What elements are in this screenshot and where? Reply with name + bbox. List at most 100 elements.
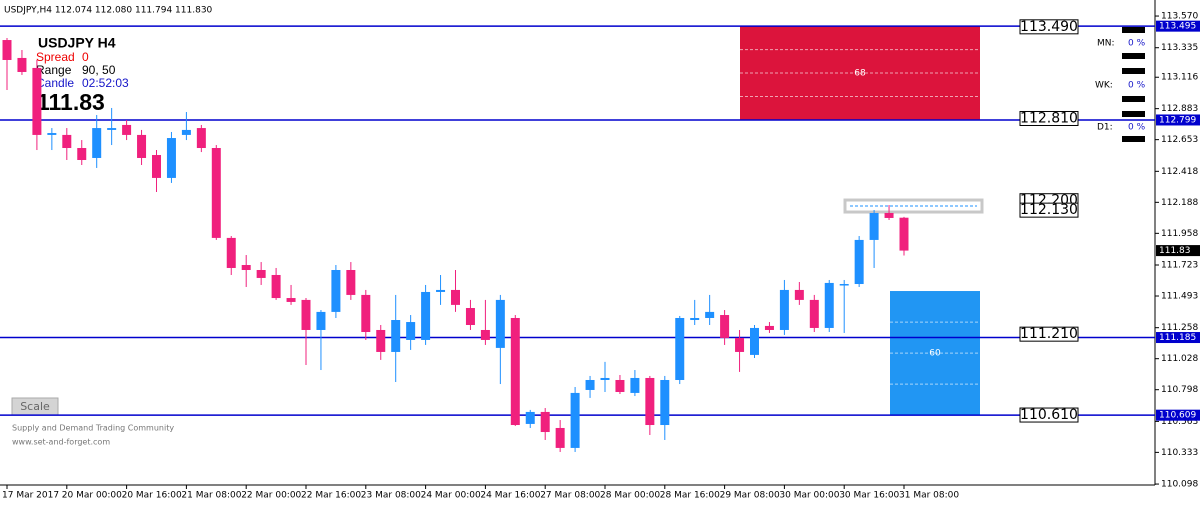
candle-body xyxy=(361,294,371,333)
x-tick-label: 30 Mar 16:00 xyxy=(839,491,899,501)
strength-bar xyxy=(1122,136,1145,142)
x-tick-label: 22 Mar 16:00 xyxy=(301,491,361,501)
candle-body xyxy=(107,128,117,130)
x-tick-label: 24 Mar 00:00 xyxy=(421,491,481,501)
footer-text: Supply and Demand Trading Community xyxy=(12,424,174,433)
price-label-box xyxy=(1019,202,1079,218)
y-tick-label: 112.883 xyxy=(1161,104,1198,114)
candle-body xyxy=(211,148,221,238)
y-tick-label: 111.958 xyxy=(1161,229,1198,239)
candle-body xyxy=(92,128,102,158)
price-label-box xyxy=(1019,19,1079,35)
level-tag xyxy=(1156,20,1200,32)
info-range: 90, 50 xyxy=(82,63,116,77)
price-label: 110.610 xyxy=(1020,407,1078,423)
price-label-box xyxy=(1019,326,1079,342)
info-spread-label: Spread xyxy=(36,50,75,64)
x-tick-label: 20 Mar 16:00 xyxy=(122,491,182,501)
strength-bar xyxy=(1122,68,1145,74)
candle-body xyxy=(2,40,12,60)
x-tick-label: 27 Mar 08:00 xyxy=(540,491,600,501)
zone xyxy=(843,198,984,214)
candle-body xyxy=(540,411,550,433)
zone-layer: 68 60 xyxy=(740,26,984,416)
y-tick-label: 112.653 xyxy=(1161,135,1198,145)
level-tag-label: 110.609 xyxy=(1159,411,1196,421)
candle-body xyxy=(750,327,759,355)
price-label: 112.810 xyxy=(1020,110,1078,126)
footer-text: www.set-and-forget.com xyxy=(12,438,110,447)
candle-body xyxy=(286,298,296,302)
candle-body xyxy=(839,284,849,286)
info-candle-label: Candle xyxy=(36,76,74,90)
y-tick-label: 110.333 xyxy=(1161,448,1198,458)
y-tick-label: 111.493 xyxy=(1161,292,1198,302)
chart-header: USDJPY,H4 112.074 112.080 111.794 111.83… xyxy=(4,6,213,16)
candle-body xyxy=(451,289,460,305)
strength-name: WK: xyxy=(1095,81,1113,91)
y-tick-label: 113.570 xyxy=(1161,12,1198,22)
x-tick-label: 24 Mar 16:00 xyxy=(480,491,540,501)
candle-body xyxy=(226,237,236,268)
scale-button-label[interactable]: Scale xyxy=(20,400,50,413)
candle-body xyxy=(899,217,909,251)
strength-bar xyxy=(1122,27,1145,33)
x-tick-label: 31 Mar 08:00 xyxy=(899,491,959,501)
x-tick-label: 30 Mar 00:00 xyxy=(779,491,839,501)
level-tag xyxy=(1156,332,1200,344)
candle-body xyxy=(809,299,819,328)
strength-value: 0 % xyxy=(1128,81,1146,91)
y-tick-label: 111.258 xyxy=(1161,323,1198,333)
candle-body xyxy=(166,138,176,178)
candle-body xyxy=(705,311,715,318)
candle-body xyxy=(480,329,490,340)
strength-panel: MN: 0 % WK: 0 % D1: 0 % xyxy=(1095,27,1146,142)
price-label-box xyxy=(1019,407,1079,423)
candle-body xyxy=(570,392,580,448)
level-tag-label: 113.495 xyxy=(1159,22,1196,32)
candle-body xyxy=(615,379,625,392)
candle-body xyxy=(436,289,446,292)
current-price-tag xyxy=(1156,245,1200,257)
x-tick-label: 20 Mar 00:00 xyxy=(62,491,122,501)
scale-button[interactable]: Scale xyxy=(11,397,59,416)
candle-body xyxy=(600,377,610,380)
y-tick-label: 110.098 xyxy=(1161,480,1198,490)
candle-body xyxy=(271,274,281,299)
candle-body xyxy=(824,282,834,328)
candle-body xyxy=(137,134,147,158)
y-tick-label: 113.335 xyxy=(1161,43,1198,53)
y-tick-label: 112.188 xyxy=(1161,198,1198,208)
candle-body xyxy=(525,411,535,424)
candle-body xyxy=(510,317,520,426)
candle-body xyxy=(391,320,401,352)
price-label: 112.130 xyxy=(1020,202,1078,218)
candle-body xyxy=(346,269,356,295)
current-price-label: 111.83 xyxy=(1159,246,1191,256)
candle-body xyxy=(779,289,789,330)
candle-body xyxy=(764,325,774,330)
info-price: 111.83 xyxy=(37,89,105,115)
info-range-label: Range xyxy=(36,63,72,77)
candle-body xyxy=(376,329,386,352)
x-tick-label: 28 Mar 00:00 xyxy=(600,491,660,501)
candle-body xyxy=(735,337,745,352)
candle-body xyxy=(17,57,27,72)
candle-body xyxy=(465,308,475,325)
strength-value: 0 % xyxy=(1128,123,1146,133)
y-tick-label: 112.418 xyxy=(1161,167,1198,177)
y-tick-label: 113.116 xyxy=(1161,73,1198,83)
candle-body xyxy=(675,317,685,380)
candle-body xyxy=(181,129,191,135)
candle-body xyxy=(47,133,57,135)
candle-body xyxy=(495,299,505,348)
candle-body xyxy=(794,289,804,300)
candle-body xyxy=(241,265,251,270)
candle-body xyxy=(690,317,700,321)
candle-body xyxy=(152,155,161,178)
candle-body xyxy=(630,377,640,393)
candle-body xyxy=(331,269,341,312)
candle-body xyxy=(869,212,879,240)
y-tick-label: 110.798 xyxy=(1161,385,1198,395)
